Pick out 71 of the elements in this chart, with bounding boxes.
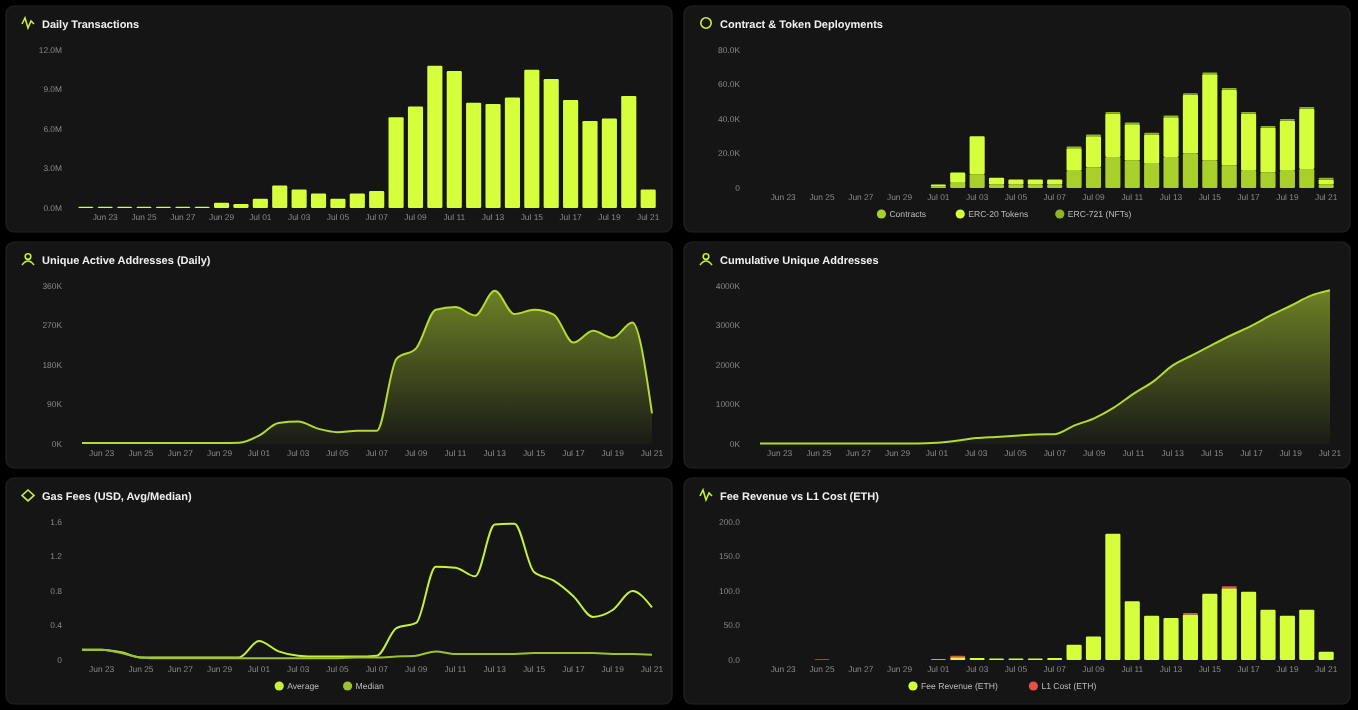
bar — [1260, 609, 1276, 660]
bar — [1279, 615, 1295, 660]
bar — [1241, 591, 1257, 660]
bar — [1182, 94, 1198, 154]
bar — [950, 182, 966, 188]
bar — [1066, 148, 1082, 171]
bar — [1279, 170, 1295, 188]
bar — [1027, 179, 1043, 185]
bar — [1260, 127, 1276, 173]
bar — [1124, 601, 1140, 660]
bar — [466, 102, 482, 208]
bar — [1144, 615, 1160, 660]
bar — [1241, 170, 1257, 188]
bar — [1163, 156, 1179, 188]
bar — [446, 71, 462, 208]
bar — [640, 189, 656, 208]
bar — [407, 106, 424, 208]
bar — [543, 78, 559, 208]
bar — [1221, 165, 1237, 188]
bar — [621, 96, 637, 208]
bar — [310, 193, 327, 208]
bar — [1182, 614, 1198, 660]
bar — [214, 202, 230, 208]
bar — [1105, 113, 1121, 157]
bar — [1221, 588, 1237, 660]
bar — [1066, 644, 1082, 660]
bar — [388, 117, 404, 208]
bar — [1299, 609, 1315, 660]
bar — [582, 121, 598, 208]
bar — [330, 198, 346, 208]
bar — [1299, 169, 1315, 188]
bar — [1124, 160, 1140, 188]
bar — [1105, 533, 1121, 660]
bar — [1202, 160, 1218, 188]
bar — [504, 97, 520, 208]
bar — [1299, 108, 1315, 170]
bar — [1279, 120, 1295, 171]
bar — [1085, 136, 1102, 168]
bar — [1047, 179, 1063, 185]
bar — [1163, 117, 1179, 157]
bar — [1260, 172, 1276, 188]
bar — [1202, 593, 1218, 660]
bar — [1008, 179, 1024, 185]
bar — [349, 193, 365, 208]
bar — [950, 172, 966, 183]
bar — [1085, 636, 1102, 660]
bar — [524, 69, 540, 208]
bar — [988, 177, 1005, 185]
bar — [427, 65, 443, 208]
bar — [1144, 134, 1160, 164]
bar — [1318, 179, 1334, 185]
bar — [601, 118, 617, 208]
bar — [563, 100, 579, 208]
bar — [485, 103, 501, 208]
bar — [1066, 170, 1082, 188]
bar — [252, 198, 268, 208]
bar — [291, 189, 307, 208]
bar — [1241, 113, 1257, 171]
bar — [272, 185, 288, 208]
bar — [1318, 651, 1334, 660]
bar — [1163, 617, 1179, 660]
bar — [969, 174, 985, 188]
bar — [1182, 153, 1198, 188]
bar — [969, 136, 985, 175]
bar — [1105, 156, 1121, 188]
bar — [1124, 124, 1140, 161]
bar — [1144, 163, 1160, 188]
bar — [1221, 89, 1237, 166]
bar — [1085, 167, 1102, 188]
bar — [1202, 74, 1218, 161]
bar — [369, 190, 385, 208]
